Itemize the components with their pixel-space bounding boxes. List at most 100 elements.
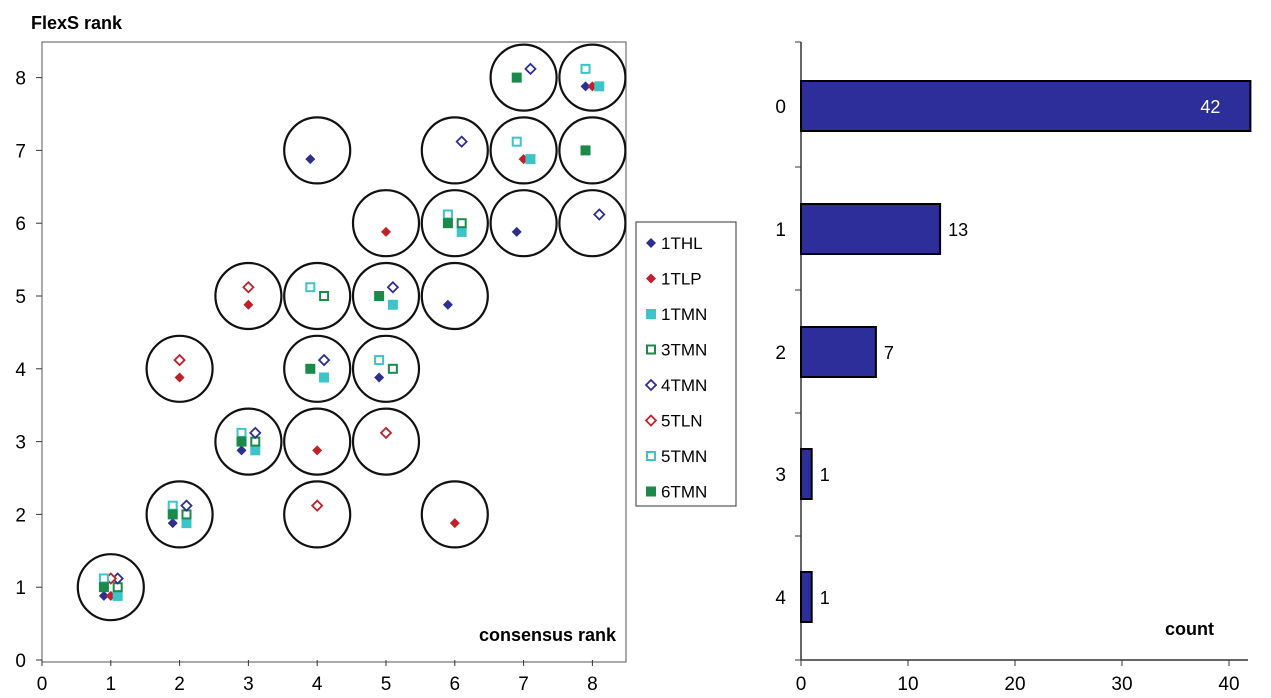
bar (800, 571, 813, 623)
legend-label-3tmn: 3TMN (661, 341, 707, 360)
point-1thl (374, 372, 385, 383)
legend-label-1tlp: 1TLP (661, 270, 702, 289)
rank-circle (214, 261, 283, 331)
legend-label-1tmn: 1TMN (661, 305, 707, 324)
bar (800, 448, 813, 500)
scatter-y-title: FlexS rank (31, 13, 123, 33)
scatter-x-tick-label: 4 (312, 674, 323, 695)
point-1tlp (449, 518, 460, 529)
point-1tlp (312, 445, 323, 456)
point-5tmn (305, 282, 316, 293)
scatter-y-tick-label: 8 (15, 69, 26, 90)
rank-circle (489, 116, 558, 185)
scatter-chart: FlexS rank 0 1 2 3 4 5 6 7 8 0 1 2 3 4 5 6 7 8 consensus … (15, 13, 627, 695)
bar-value-label: 1 (820, 465, 830, 485)
point-4tmn (593, 208, 606, 221)
scatter-y-tick-label: 5 (15, 287, 26, 308)
point-3tmn (456, 218, 467, 229)
rank-circle (283, 480, 352, 549)
rank-circle (351, 261, 421, 331)
point-5tln (310, 499, 324, 512)
legend-marker-5tmn (646, 451, 656, 461)
bars: 42 13 7 1 1 (800, 80, 1252, 623)
scatter-axis-ticks: 0 1 2 3 4 5 6 7 8 0 1 2 3 4 5 6 7 8 (15, 69, 597, 695)
point-4tmn (524, 62, 537, 76)
point-1thl (442, 299, 453, 310)
point-6tmn (374, 291, 385, 301)
point-5tmn (236, 427, 247, 438)
scatter-x-tick-label: 2 (174, 674, 185, 695)
scatter-points (98, 62, 606, 601)
rank-circle (489, 43, 558, 112)
bar (800, 80, 1252, 132)
rank-circle (145, 480, 214, 549)
scatter-x-tick-label: 8 (587, 674, 598, 695)
legend-marker-1tmn (646, 309, 656, 319)
point-6tmn (511, 72, 522, 83)
bar-x-tick-label: 30 (1111, 674, 1132, 695)
scatter-plot-frame (41, 41, 627, 663)
rank-circle (420, 261, 489, 331)
bar-axis-ticks: 0 10 20 30 40 0 1 2 3 4 (775, 41, 1240, 695)
bar-x-title: count (1165, 619, 1214, 639)
point-1thl (236, 445, 247, 456)
scatter-y-tick-label: 4 (15, 360, 26, 381)
rank-circles (76, 43, 627, 622)
scatter-x-title: consensus rank (479, 625, 617, 645)
legend-marker-5tln (644, 414, 658, 427)
point-1thl (167, 518, 178, 529)
scatter-y-tick-label: 0 (15, 651, 26, 672)
point-6tmn (167, 509, 178, 520)
bar-value-label: 13 (948, 220, 968, 240)
point-5tmn (374, 355, 385, 366)
rank-circle (351, 334, 421, 403)
rank-circle (283, 116, 352, 185)
point-1tmn (594, 81, 605, 92)
point-4tmn (180, 499, 193, 512)
point-6tmn (580, 145, 591, 156)
legend: 1THL 1TLP 1TMN 3TMN 4TMN 5TLN 5TMN 6TMN (635, 221, 737, 507)
scatter-x-tick-label: 5 (381, 674, 392, 695)
point-5tmn (580, 63, 591, 74)
bar (800, 203, 942, 255)
point-5tmn (167, 500, 178, 511)
point-4tmn (317, 353, 331, 367)
point-1tmn (319, 372, 330, 383)
scatter-y-tick-label: 7 (15, 141, 26, 162)
scatter-y-tick-label: 6 (15, 214, 26, 235)
bar-value-label: 1 (820, 588, 830, 608)
bar-x-tick-label: 20 (1004, 674, 1025, 695)
legend-marker-4tmn (644, 378, 658, 392)
rank-circle (145, 334, 214, 403)
bar-category-label: 3 (775, 465, 786, 486)
point-5tln (379, 426, 393, 440)
legend-marker-1tlp (646, 273, 656, 284)
point-6tmn (236, 436, 247, 447)
scatter-y-tick-label: 3 (15, 433, 26, 454)
point-5tmn (511, 136, 522, 147)
rank-circle (351, 189, 421, 258)
point-1thl (511, 226, 522, 237)
point-3tmn (387, 363, 398, 374)
point-6tmn (442, 218, 453, 229)
legend-label-1thl: 1THL (661, 234, 703, 253)
legend-marker-3tmn (646, 344, 656, 355)
rank-circle (351, 407, 421, 476)
rank-circle (420, 480, 489, 549)
point-1tmn (181, 518, 192, 529)
rank-circle (420, 116, 489, 185)
bar-x-tick-label: 0 (796, 674, 807, 695)
legend-label-6tmn: 6TMN (661, 483, 707, 502)
rank-circle (283, 407, 352, 476)
bar-category-label: 1 (775, 220, 786, 241)
point-4tmn (386, 280, 400, 294)
point-5tmn (442, 209, 453, 220)
point-1thl (305, 154, 316, 165)
point-1tmn (250, 445, 261, 456)
scatter-y-tick-label: 1 (15, 578, 26, 599)
point-4tmn (455, 135, 468, 148)
legend-marker-6tmn (646, 486, 656, 497)
point-1tlp (243, 299, 254, 310)
bar-value-label: 42 (1200, 97, 1220, 117)
